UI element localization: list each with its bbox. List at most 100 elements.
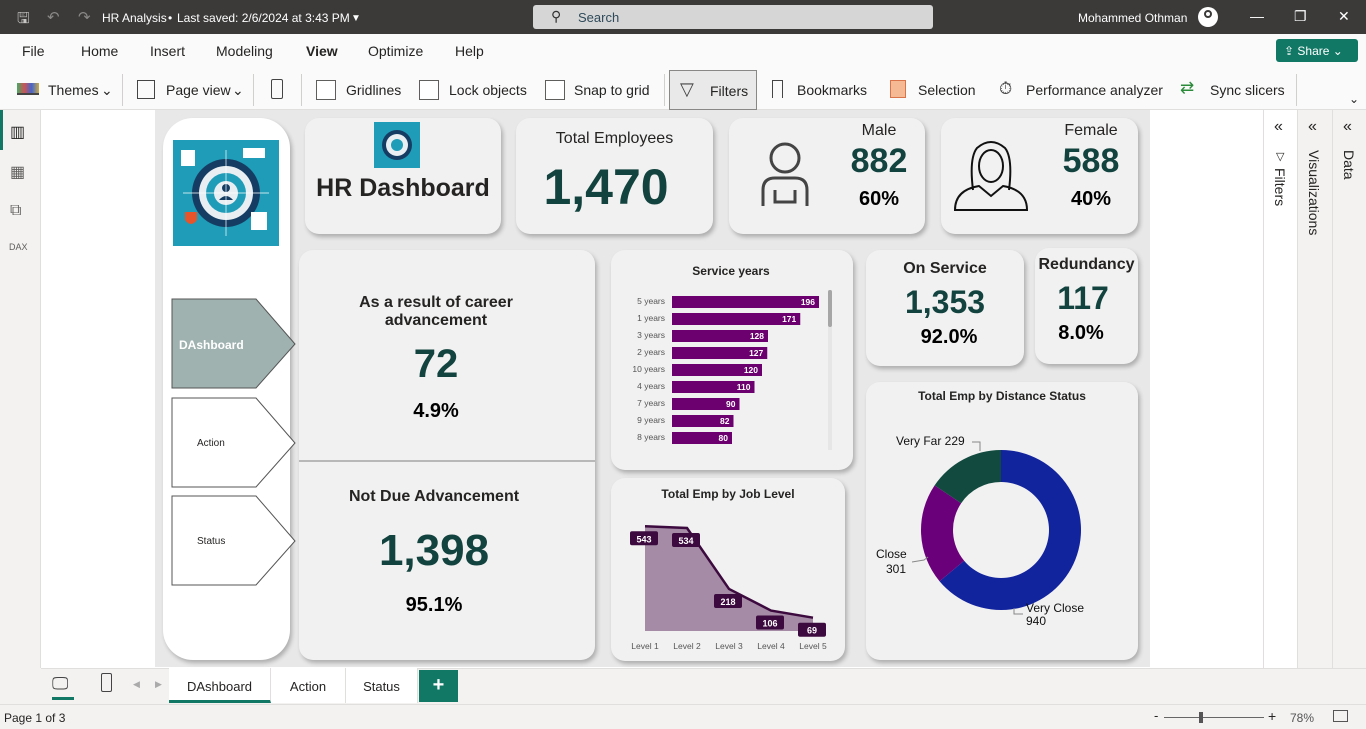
data-label: 534 — [678, 536, 693, 546]
themes-button[interactable]: Themes — [48, 82, 99, 98]
menu-insert[interactable]: Insert — [150, 43, 186, 59]
hr-logo-image — [173, 140, 279, 246]
nav-status-button[interactable]: Status — [197, 536, 226, 547]
gridlines-label: Gridlines — [346, 82, 402, 98]
bar-category-label: 8 years — [637, 432, 665, 442]
page-tab-action[interactable]: Action — [271, 668, 346, 703]
chevron-down-icon: ⌄ — [232, 82, 244, 98]
female-card: Female 588 40% — [941, 118, 1138, 234]
redundancy-card: Redundancy 117 8.0% — [1035, 248, 1138, 364]
expand-visualizations-icon[interactable]: « — [1308, 118, 1317, 135]
scrollbar-track — [828, 290, 832, 450]
bar-value-label: 110 — [737, 382, 751, 392]
bar — [672, 296, 819, 308]
bar — [672, 330, 768, 342]
nav-dashboard-button[interactable]: DAshboard — [179, 338, 244, 352]
menu-view[interactable]: View — [306, 43, 338, 59]
donut-data-label: Very Far 229 — [896, 434, 965, 448]
save-icon[interactable]: 🖫 — [17, 10, 30, 27]
data-pane[interactable]: « Data — [1332, 110, 1366, 668]
bar-value-label: 120 — [744, 365, 758, 375]
undo-icon[interactable]: ↶ — [47, 9, 60, 26]
gridlines-checkbox[interactable] — [316, 80, 336, 100]
menu-help[interactable]: Help — [455, 43, 484, 59]
page-tab-dashboard[interactable]: DAshboard — [169, 668, 271, 703]
male-label: Male — [861, 122, 897, 139]
desktop-layout-icon[interactable]: 🖵 — [52, 674, 69, 693]
advancement-card: As a result of career advancement 72 4.9… — [299, 250, 595, 660]
filter-icon: ▽ — [1276, 151, 1285, 163]
zoom-in-button[interactable]: + — [1268, 708, 1277, 724]
donut-slice — [939, 450, 1081, 610]
menu-home[interactable]: Home — [81, 43, 119, 59]
snap-to-grid-checkbox[interactable] — [545, 80, 565, 100]
leader-line — [972, 441, 981, 451]
sync-slicers-icon: ⇄ — [1180, 78, 1195, 97]
chart-title: Service years — [692, 264, 770, 278]
document-title: HR Analysis — [102, 11, 167, 25]
status-bar: Page 1 of 3 - + 78% — [0, 704, 1366, 729]
female-count: 588 — [1062, 142, 1120, 180]
total-employees-label: Total Employees — [555, 130, 674, 147]
visualizations-pane[interactable]: « Visualizations — [1297, 110, 1332, 668]
not-due-advancement-label: Not Due Advancement — [348, 488, 520, 505]
service-years-chart: Service years 5 years 196 1 years 171 3 years… — [632, 264, 832, 450]
report-view-icon[interactable]: ▥ — [10, 124, 26, 141]
bar-value-label: 171 — [782, 314, 796, 324]
last-saved: Last saved: 2/6/2024 at 3:43 PM — [177, 11, 350, 25]
minimize-button[interactable]: — — [1250, 8, 1264, 24]
filters-pane[interactable]: « ▽ Filters — [1263, 110, 1297, 668]
leader-line — [911, 556, 929, 563]
user-avatar-icon[interactable] — [1198, 7, 1218, 27]
bookmarks-button[interactable]: Bookmarks — [797, 82, 868, 98]
scroll-right-icon[interactable]: ▶ — [155, 679, 162, 689]
menu-file[interactable]: File — [22, 43, 45, 59]
menu-bar: File Home Insert Modeling View Optimize … — [0, 34, 1366, 68]
bar-value-label: 80 — [719, 433, 729, 443]
page-view-button[interactable]: Page view — [166, 82, 231, 98]
menu-optimize[interactable]: Optimize — [368, 43, 424, 59]
distance-status-card: Total Emp by Distance Status Very Close 94… — [866, 382, 1138, 660]
model-view-icon[interactable]: ⧉ — [10, 202, 22, 219]
dax-query-view-icon[interactable]: DAX — [9, 242, 28, 252]
search-box[interactable]: ⚲ Search — [533, 5, 933, 29]
data-label-box — [672, 533, 700, 548]
x-tick-label: Level 1 — [631, 641, 659, 651]
restore-button[interactable]: ❐ — [1294, 8, 1307, 24]
selection-button[interactable]: Selection — [918, 82, 976, 98]
fit-to-page-icon[interactable] — [1333, 710, 1348, 722]
page-tab-status[interactable]: Status — [346, 668, 418, 703]
on-service-value: 1,353 — [904, 284, 986, 320]
mobile-layout-icon[interactable] — [271, 79, 283, 99]
career-advancement-value: 72 — [413, 342, 459, 386]
expand-data-icon[interactable]: « — [1343, 118, 1352, 135]
chevron-down-icon: ⌄ — [1332, 44, 1343, 58]
filters-button[interactable]: ▽ Filters — [669, 70, 757, 110]
zoom-slider[interactable] — [1164, 717, 1264, 718]
bar — [672, 364, 762, 376]
title-dropdown-icon[interactable]: ▼ — [351, 13, 361, 24]
lock-objects-checkbox[interactable] — [419, 80, 439, 100]
bar — [672, 381, 755, 393]
share-button[interactable]: ⇪ Share ⌄ — [1276, 39, 1358, 62]
scroll-left-icon[interactable]: ◀ — [133, 679, 140, 689]
career-advancement-label: As a result of career advancement — [359, 294, 513, 329]
zoom-slider-handle[interactable] — [1199, 712, 1203, 723]
mobile-layout-icon[interactable] — [101, 673, 112, 692]
menu-modeling[interactable]: Modeling — [216, 43, 273, 59]
zoom-out-button[interactable]: - — [1154, 708, 1159, 723]
sync-slicers-button[interactable]: Sync slicers — [1210, 82, 1285, 98]
performance-analyzer-button[interactable]: Performance analyzer — [1026, 82, 1163, 98]
redo-icon[interactable]: ↷ — [78, 9, 91, 26]
bar — [672, 347, 768, 359]
scrollbar-thumb[interactable] — [828, 290, 832, 327]
close-button[interactable]: ✕ — [1338, 8, 1350, 24]
selection-icon — [890, 80, 906, 98]
table-view-icon[interactable]: ▦ — [10, 164, 26, 181]
add-page-button[interactable]: + — [419, 670, 458, 702]
bar-value-label: 128 — [750, 331, 764, 341]
nav-action-button[interactable]: Action — [197, 438, 225, 449]
expand-filters-icon[interactable]: « — [1274, 118, 1283, 135]
data-label: 106 — [762, 619, 777, 629]
collapse-ribbon-icon[interactable]: ⌄ — [1349, 92, 1360, 106]
